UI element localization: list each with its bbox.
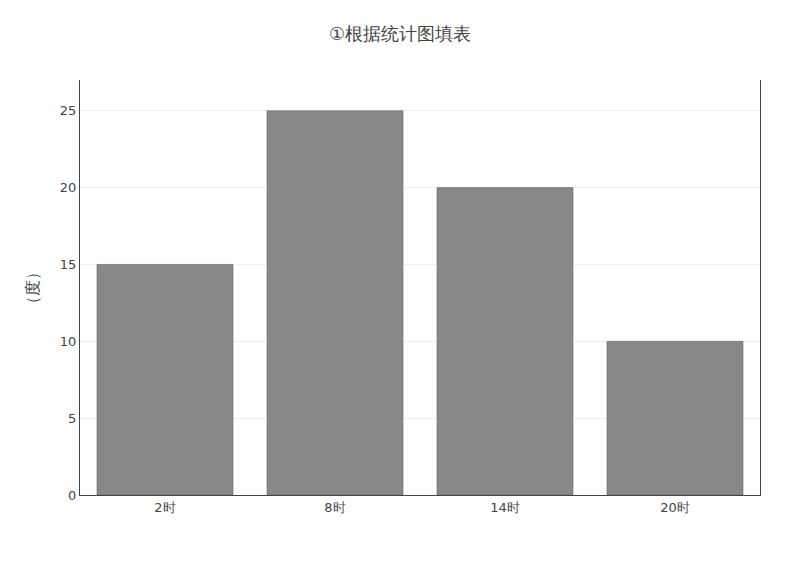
svg-text:20: 20: [60, 180, 77, 195]
svg-text:25: 25: [60, 103, 77, 118]
svg-text:0: 0: [68, 488, 76, 503]
svg-text:（度）: （度）: [23, 264, 42, 312]
svg-text:8时: 8时: [324, 500, 345, 515]
svg-text:14时: 14时: [490, 500, 520, 515]
svg-text:①根据统计图填表: ①根据统计图填表: [329, 23, 471, 44]
svg-text:2时: 2时: [154, 500, 175, 515]
svg-text:5: 5: [68, 411, 76, 426]
svg-text:20时: 20时: [660, 500, 690, 515]
svg-text:15: 15: [60, 257, 77, 272]
svg-text:10: 10: [60, 334, 77, 349]
